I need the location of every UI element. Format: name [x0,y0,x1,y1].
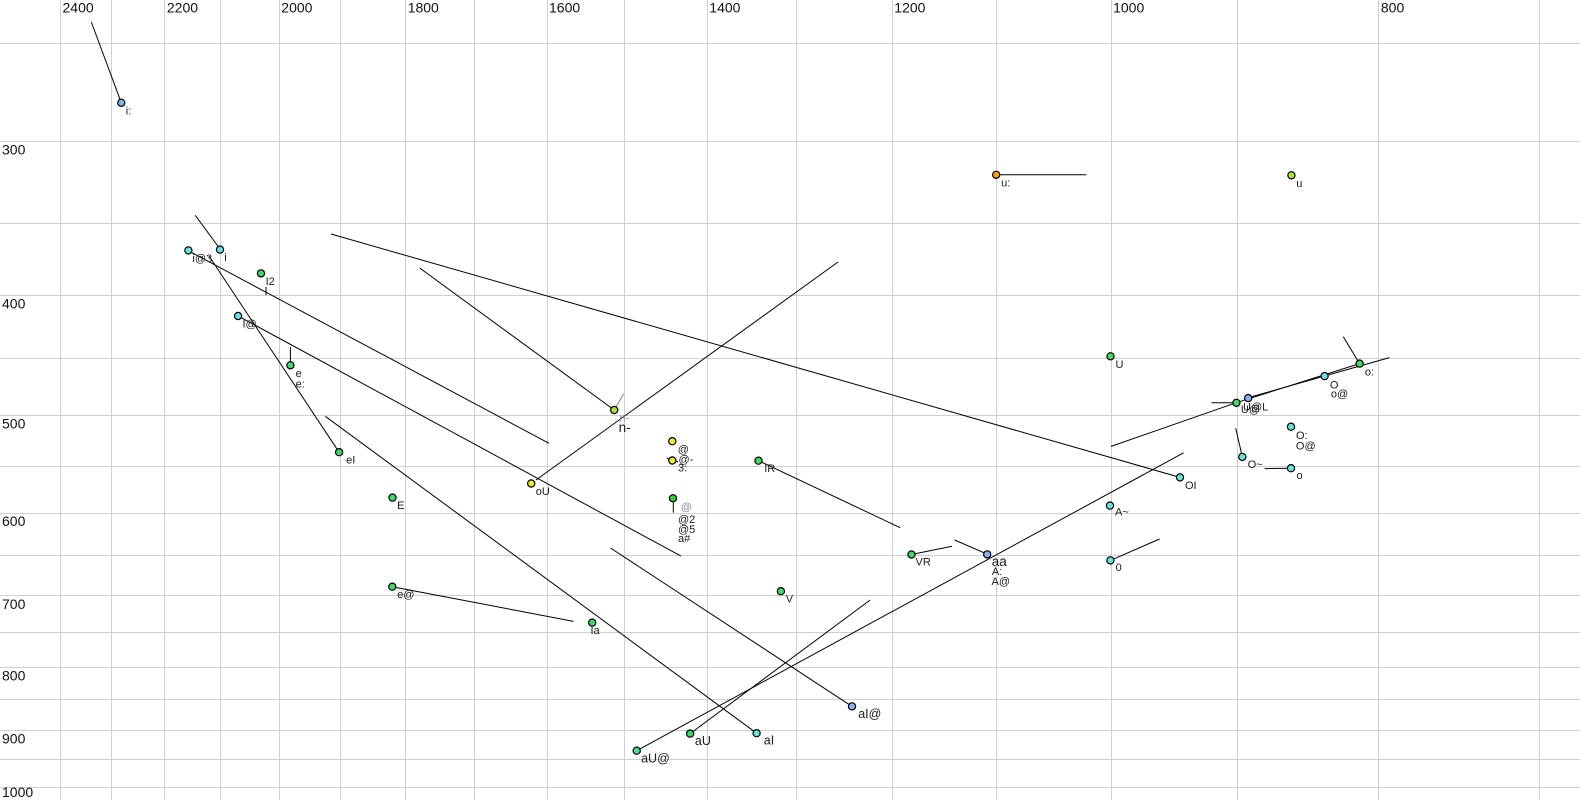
svg-text:2000: 2000 [281,0,312,16]
svg-text:n-: n- [619,420,631,435]
svg-text:A@: A@ [992,576,1011,588]
svg-text:400: 400 [2,296,26,312]
svg-text:i@3: i@3 [192,253,212,265]
svg-text:900: 900 [2,731,26,747]
svg-text:@2: @2 [678,514,695,526]
svg-text:500: 500 [2,415,26,431]
svg-text:700: 700 [2,596,26,612]
svg-text:O~: O~ [1248,459,1263,471]
svg-text:U@L: U@L [1243,401,1268,413]
svg-text:IR: IR [764,463,775,475]
svg-text:@5: @5 [678,524,695,536]
svg-text:O@: O@ [1296,440,1316,452]
svg-text:A~: A~ [1115,507,1129,519]
svg-text:@: @ [678,444,689,456]
svg-text:1600: 1600 [549,0,580,16]
svg-text:i: i [224,252,226,264]
svg-text:U@: U@ [1241,404,1260,416]
svg-text:o: o [1297,470,1303,482]
svg-text:1800: 1800 [408,0,439,16]
svg-text:u: u [1296,178,1302,190]
svg-text:eI: eI [346,455,355,467]
svg-text:U: U [1116,359,1124,371]
svg-text:e:: e: [296,379,305,391]
svg-text:800: 800 [2,668,26,684]
svg-text:300: 300 [2,141,26,157]
svg-text:0: 0 [1116,562,1122,574]
svg-text:i:: i: [126,105,132,117]
svg-text:I2: I2 [266,276,275,288]
svg-text:aI: aI [764,734,774,748]
svg-text:A:: A: [992,566,1002,578]
svg-text:800: 800 [1381,0,1405,16]
svg-text:o:: o: [1365,367,1374,379]
svg-text:aa: aa [992,554,1008,569]
svg-text:oU: oU [536,486,550,498]
svg-text:1200: 1200 [894,0,925,16]
svg-text:2400: 2400 [63,0,94,16]
svg-text:O: O [1330,379,1339,391]
svg-text:u:: u: [1001,177,1010,189]
svg-text:aI@: aI@ [858,707,881,721]
svg-text:aU@: aU@ [641,751,670,765]
svg-text:1400: 1400 [709,0,740,16]
svg-text:@: @ [681,502,692,514]
svg-text:2200: 2200 [167,0,198,16]
svg-text:OI: OI [1185,480,1197,492]
svg-text:e: e [296,368,302,380]
svg-text:aU: aU [695,734,711,748]
svg-text:VR: VR [916,557,931,569]
svg-text:V: V [786,594,794,606]
svg-text:E: E [397,500,404,512]
svg-text:e@: e@ [397,589,414,601]
svg-text:I@: I@ [243,319,257,331]
svg-text:Ia: Ia [591,625,601,637]
svg-text:3:: 3: [678,463,687,475]
svg-text:1000: 1000 [1113,0,1144,16]
svg-text:a#: a# [678,533,691,545]
svg-text:@-: @- [679,454,694,466]
svg-text:o@: o@ [1331,389,1348,401]
svg-text:n-: n- [619,412,629,424]
svg-text:1000: 1000 [2,784,33,800]
svg-text:600: 600 [2,513,26,529]
svg-text:O:: O: [1296,430,1308,442]
